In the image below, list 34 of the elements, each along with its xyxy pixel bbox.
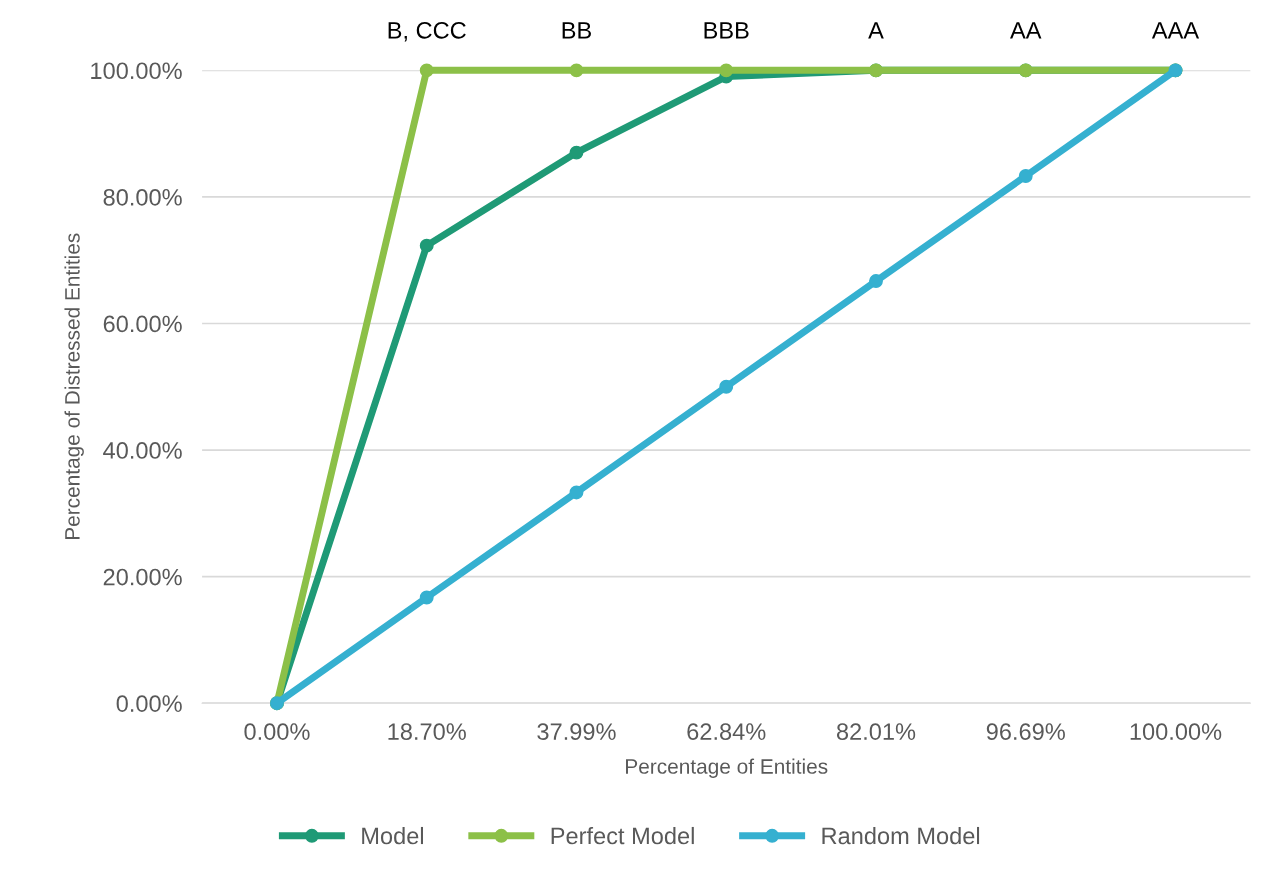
point — [419, 63, 434, 78]
x-axis-title: Percentage of Entities — [626, 758, 828, 778]
y-tick-label: 0.00% — [116, 695, 182, 712]
text: BBB — [704, 22, 749, 39]
point — [419, 238, 434, 253]
y-tick-label: 40.00% — [103, 442, 182, 459]
point — [569, 485, 584, 500]
x-tick-label: 37.99% — [537, 723, 616, 740]
y-tick-label: 60.00% — [103, 315, 182, 333]
x-tick-label: 0.00% — [244, 723, 310, 740]
x-tick-label: 62.84% — [687, 723, 766, 740]
text: B, CCC — [388, 21, 466, 42]
legend-label: Perfect Model — [551, 826, 694, 845]
legend-label: Random Model — [822, 826, 980, 845]
text: BB — [562, 22, 591, 39]
x-tick-label: 82.01% — [836, 723, 916, 740]
y-axis-title: Percentage of Distressed Entities — [64, 233, 84, 540]
x-tick-label: 18.70% — [388, 723, 466, 740]
y-tick-label: 80.00% — [103, 188, 182, 206]
y-tick-label: 100.00% — [91, 62, 182, 80]
x-tick-label: 100.00% — [1130, 723, 1222, 740]
point — [869, 274, 883, 289]
point — [719, 63, 734, 78]
point — [719, 379, 734, 394]
y-tick-label: 20.00% — [103, 568, 182, 586]
point — [569, 145, 584, 160]
point — [569, 63, 584, 78]
text: A — [868, 22, 884, 39]
x-tick-label: 96.69% — [986, 723, 1065, 740]
text: AAA — [1151, 22, 1200, 39]
legend-label: Model — [362, 826, 424, 845]
text: AA — [1010, 22, 1042, 39]
point — [1018, 169, 1033, 183]
point — [419, 590, 434, 605]
